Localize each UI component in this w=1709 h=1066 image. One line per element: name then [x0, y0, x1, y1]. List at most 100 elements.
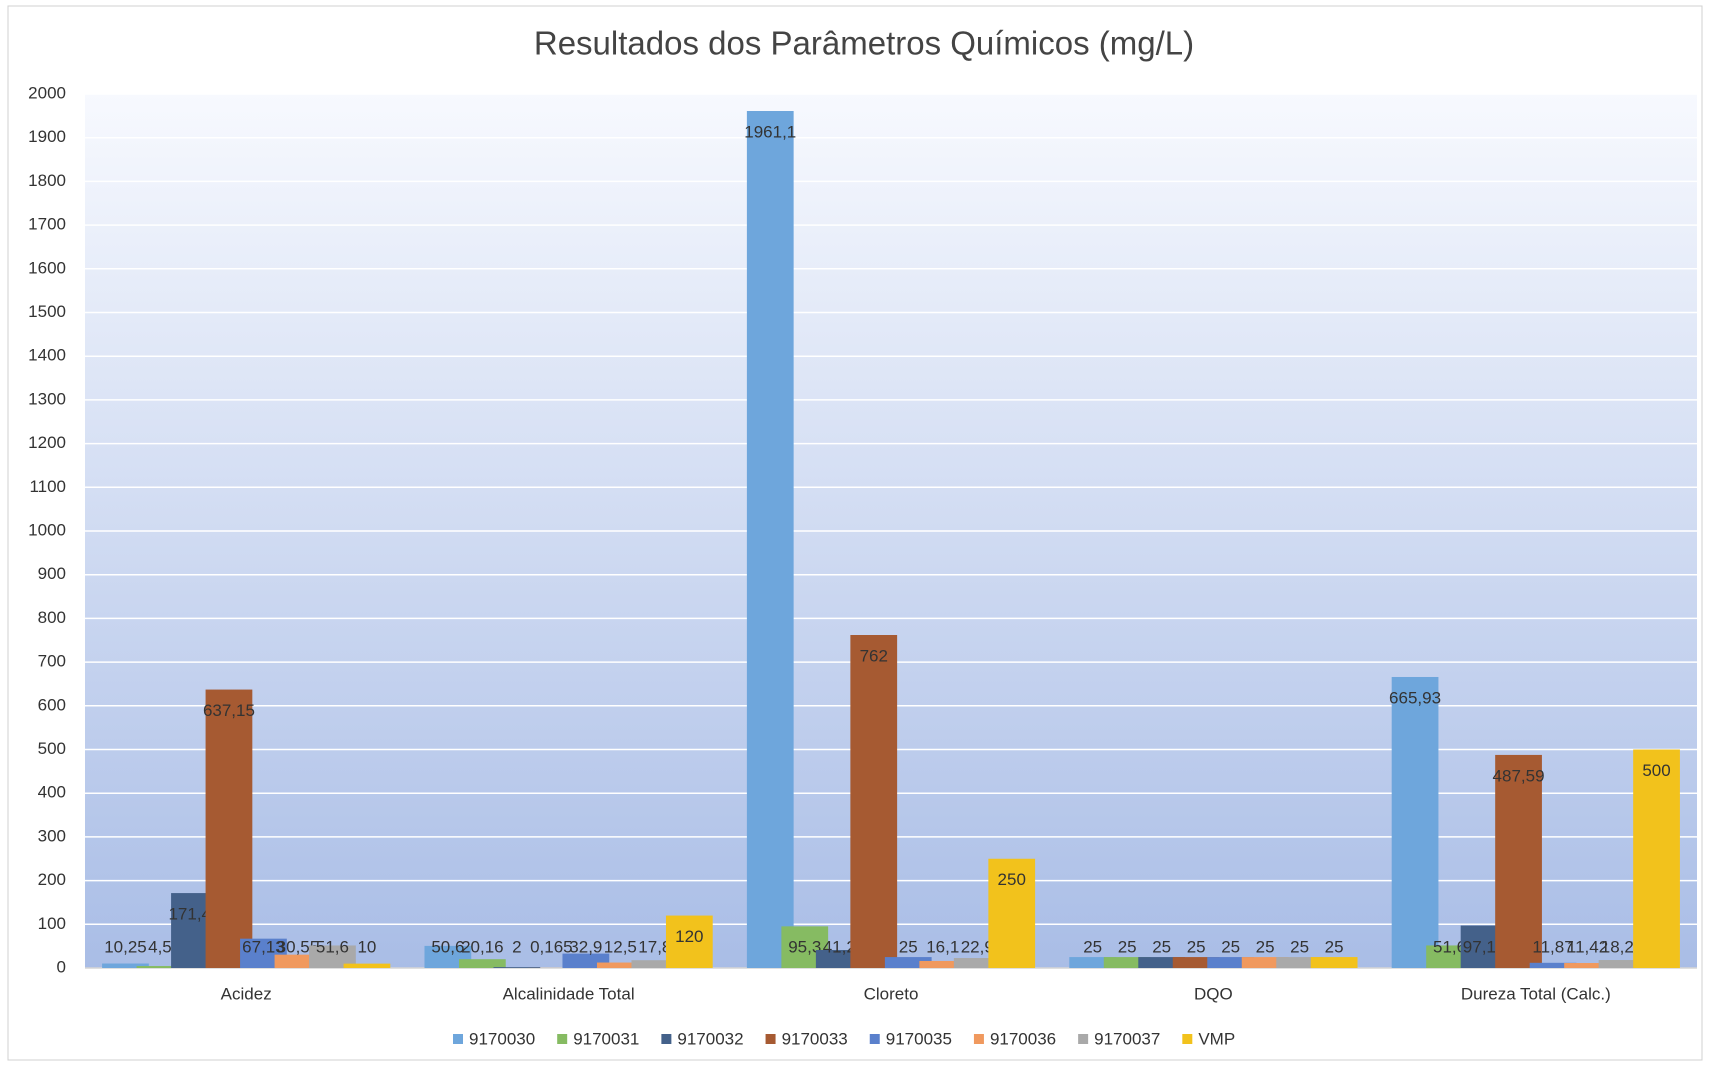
data-label: 11,87 — [1532, 937, 1573, 956]
y-tick-label: 1100 — [29, 477, 66, 496]
bar — [953, 957, 1001, 968]
data-label: 4,5 — [148, 937, 172, 956]
x-tick-label: Dureza Total (Calc.) — [1461, 984, 1611, 1003]
legend-swatch — [453, 1034, 463, 1044]
legend-label: 9170035 — [886, 1029, 952, 1048]
data-label: 0,165 — [530, 937, 573, 956]
data-label: 51,6 — [316, 937, 349, 956]
data-label: 250 — [998, 870, 1026, 889]
bar — [1564, 963, 1611, 968]
y-tick-label: 1500 — [28, 302, 66, 321]
bar — [136, 966, 184, 968]
y-tick-label: 0 — [57, 957, 66, 976]
data-label: 11,42 — [1567, 937, 1608, 956]
bar — [102, 963, 149, 968]
y-tick-label: 900 — [38, 564, 66, 583]
legend-label: 9170037 — [1094, 1029, 1160, 1048]
x-tick-label: Alcalinidade Total — [503, 984, 635, 1003]
data-label: 25 — [1187, 937, 1206, 956]
data-label: 10,25 — [104, 937, 147, 956]
y-tick-label: 500 — [38, 739, 66, 758]
data-label: 25 — [1256, 937, 1275, 956]
bar — [205, 689, 253, 968]
bar — [1172, 957, 1220, 968]
y-tick-label: 800 — [38, 608, 66, 627]
y-tick-label: 400 — [38, 783, 66, 802]
y-tick-label: 300 — [38, 826, 66, 845]
legend-swatch — [869, 1034, 880, 1044]
legend-label: 9170032 — [677, 1029, 743, 1048]
bar — [1598, 960, 1646, 968]
data-label: 25 — [1118, 937, 1137, 956]
y-tick-label: 700 — [38, 652, 66, 671]
legend-label: 9170036 — [990, 1029, 1056, 1048]
data-label: 67,13 — [242, 937, 285, 956]
bar — [596, 962, 644, 968]
data-label: 32,9 — [569, 937, 602, 956]
bar — [884, 957, 932, 968]
y-tick-label: 1400 — [28, 346, 66, 365]
data-label: 1961,1 — [744, 122, 796, 141]
data-label: 50,6 — [431, 937, 464, 956]
data-label: 22,9 — [961, 937, 994, 956]
bar — [1103, 957, 1151, 968]
legend-label: 9170030 — [469, 1029, 535, 1048]
x-tick-label: Cloreto — [864, 984, 919, 1003]
bar — [1069, 957, 1117, 968]
legend-label: VMP — [1198, 1029, 1235, 1048]
legend-label: 9170031 — [573, 1029, 639, 1048]
data-label: 2 — [512, 937, 521, 956]
data-label: 10 — [357, 937, 376, 956]
data-label: 120 — [675, 927, 703, 946]
data-label: 25 — [1152, 937, 1171, 956]
data-label: 95,3 — [788, 937, 821, 956]
bar — [1241, 957, 1289, 968]
data-label: 30,55 — [277, 937, 320, 956]
data-label: 51,6 — [1433, 937, 1466, 956]
legend-swatch — [1078, 1034, 1089, 1044]
bar — [919, 960, 967, 968]
y-tick-label: 1300 — [28, 389, 66, 408]
legend-swatch — [973, 1034, 984, 1044]
bar — [665, 915, 713, 968]
data-label: 500 — [1642, 761, 1670, 780]
data-label: 25 — [1290, 937, 1309, 956]
y-tick-label: 1000 — [28, 520, 66, 539]
bar — [1633, 749, 1680, 968]
data-label: 20,16 — [461, 937, 504, 956]
data-label: 18,24 — [1601, 937, 1644, 956]
data-label: 25 — [1083, 937, 1102, 956]
bar — [1138, 957, 1186, 968]
data-label: 25 — [1221, 937, 1240, 956]
x-tick-label: Acidez — [221, 984, 272, 1003]
data-label: 487,59 — [1493, 766, 1545, 785]
y-tick-label: 1200 — [28, 433, 66, 452]
bar — [1310, 957, 1358, 968]
y-tick-label: 2000 — [28, 83, 66, 102]
bar — [1276, 957, 1324, 968]
y-tick-label: 1600 — [28, 258, 66, 277]
data-label: 762 — [860, 646, 888, 665]
data-label: 25 — [899, 937, 918, 956]
legend-swatch — [557, 1034, 568, 1044]
bar — [1529, 962, 1577, 968]
legend-label: 9170033 — [782, 1029, 848, 1048]
bar — [1495, 754, 1542, 968]
data-label: 41,2 — [823, 937, 856, 956]
data-label: 637,15 — [203, 701, 255, 720]
bar — [309, 945, 356, 968]
bar — [850, 635, 898, 968]
bar — [631, 960, 679, 968]
legend-swatch — [765, 1034, 776, 1044]
bar — [746, 110, 794, 969]
bar — [343, 963, 391, 968]
data-label: 665,93 — [1389, 688, 1441, 707]
x-tick-label: DQO — [1194, 984, 1233, 1003]
bar — [988, 858, 1036, 968]
y-tick-label: 600 — [38, 695, 66, 714]
y-tick-label: 100 — [38, 914, 66, 933]
bar — [1391, 676, 1439, 968]
bar — [493, 967, 541, 968]
data-label: 16,1 — [926, 937, 959, 956]
